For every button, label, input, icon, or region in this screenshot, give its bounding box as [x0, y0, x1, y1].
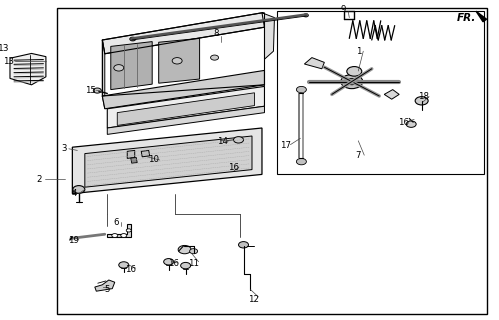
Polygon shape — [476, 11, 487, 22]
Polygon shape — [384, 90, 399, 99]
Text: 5: 5 — [104, 285, 110, 294]
Circle shape — [121, 234, 127, 237]
Text: 3: 3 — [61, 144, 67, 153]
Polygon shape — [117, 93, 254, 125]
Text: 7: 7 — [355, 151, 361, 160]
Circle shape — [73, 186, 85, 193]
Text: 6: 6 — [113, 218, 119, 227]
Bar — [277, 11, 484, 174]
Circle shape — [93, 88, 101, 93]
Polygon shape — [131, 157, 137, 163]
Polygon shape — [95, 280, 115, 291]
Polygon shape — [102, 40, 105, 109]
Circle shape — [415, 97, 428, 105]
Text: 16: 16 — [228, 163, 239, 172]
Text: 16: 16 — [398, 118, 409, 127]
Circle shape — [296, 158, 306, 165]
Text: 16: 16 — [168, 260, 179, 268]
Bar — [57, 8, 487, 314]
Circle shape — [347, 67, 362, 76]
Text: 1: 1 — [355, 47, 361, 56]
Circle shape — [181, 262, 191, 269]
Circle shape — [114, 65, 124, 71]
Text: 18: 18 — [418, 92, 429, 101]
Polygon shape — [107, 86, 264, 128]
Circle shape — [234, 137, 244, 143]
Text: 12: 12 — [248, 295, 259, 304]
Circle shape — [126, 229, 131, 232]
Polygon shape — [72, 128, 262, 194]
Circle shape — [296, 86, 306, 93]
Circle shape — [406, 121, 416, 127]
Circle shape — [341, 75, 363, 89]
Circle shape — [164, 259, 174, 265]
Polygon shape — [111, 42, 152, 90]
Text: 15: 15 — [85, 86, 96, 95]
Polygon shape — [102, 70, 264, 109]
Polygon shape — [10, 53, 46, 85]
Polygon shape — [107, 106, 264, 134]
Text: 8: 8 — [213, 29, 219, 38]
Circle shape — [190, 249, 198, 254]
Text: 4: 4 — [71, 189, 77, 198]
Polygon shape — [304, 58, 324, 69]
Circle shape — [119, 262, 129, 268]
Polygon shape — [102, 13, 264, 54]
Text: 16: 16 — [125, 265, 136, 274]
Text: 13: 13 — [0, 44, 10, 53]
Text: 10: 10 — [148, 156, 159, 164]
Text: 19: 19 — [68, 236, 79, 245]
Circle shape — [172, 58, 182, 64]
Circle shape — [303, 14, 308, 17]
Circle shape — [178, 245, 191, 254]
Circle shape — [211, 55, 219, 60]
Polygon shape — [127, 150, 135, 158]
Text: 17: 17 — [280, 141, 291, 150]
Circle shape — [239, 242, 249, 248]
Text: 14: 14 — [217, 137, 228, 146]
Polygon shape — [141, 150, 150, 157]
Polygon shape — [85, 136, 252, 187]
Text: 9: 9 — [341, 5, 346, 14]
Circle shape — [112, 234, 118, 237]
Text: FR.: FR. — [457, 12, 476, 23]
Circle shape — [130, 37, 136, 41]
Text: 2: 2 — [36, 175, 42, 184]
Polygon shape — [159, 38, 200, 83]
Text: 11: 11 — [188, 260, 199, 268]
Text: 13: 13 — [3, 57, 14, 66]
Polygon shape — [107, 224, 131, 237]
Circle shape — [347, 78, 357, 85]
Polygon shape — [262, 13, 274, 59]
